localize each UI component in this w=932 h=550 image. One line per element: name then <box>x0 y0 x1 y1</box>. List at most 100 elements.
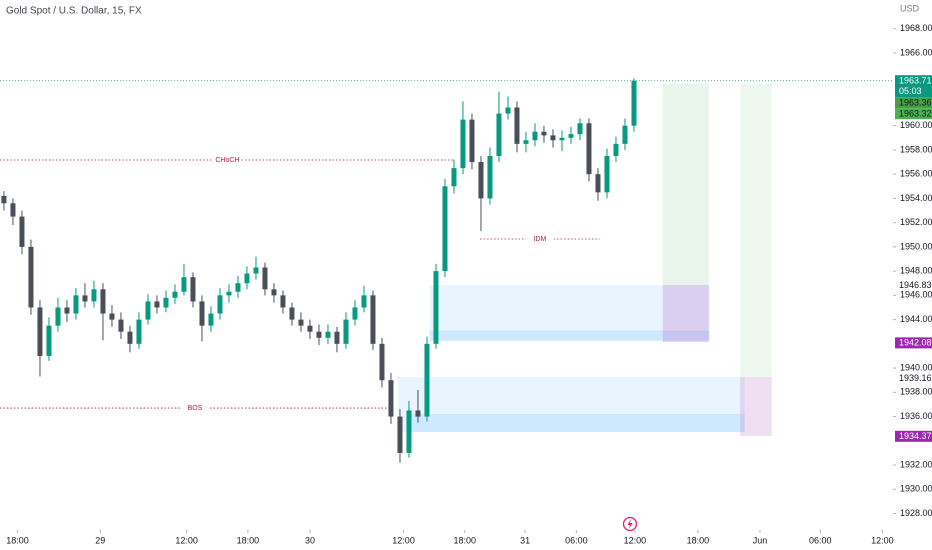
candle-body <box>289 307 295 320</box>
candle-body <box>163 297 169 308</box>
candle-body <box>343 319 349 344</box>
candle-body <box>568 134 574 138</box>
x-tick-label: 12:00 <box>175 535 198 545</box>
price-label-bg <box>895 430 932 442</box>
candle-body <box>478 162 484 199</box>
candle-body <box>37 307 43 356</box>
y-tick-label: 1968.00 <box>900 23 932 33</box>
x-tick-label: 12:00 <box>392 535 415 545</box>
candle-body <box>28 246 34 308</box>
candle-body <box>1 195 7 204</box>
x-tick-label: 18:00 <box>687 535 710 545</box>
candle-body <box>622 125 628 144</box>
zone <box>429 285 710 341</box>
candle-body <box>55 307 61 326</box>
candle-body <box>181 277 187 292</box>
x-tick-label: 30 <box>305 535 315 545</box>
candle-body <box>226 291 232 296</box>
zone <box>740 83 772 378</box>
candle-body <box>118 319 124 332</box>
candle-body <box>316 331 322 338</box>
candle-body <box>190 277 196 302</box>
candle-body <box>631 80 637 126</box>
y-tick-label: 1952.00 <box>900 217 932 227</box>
candle-body <box>523 140 529 144</box>
candle-body <box>541 131 547 136</box>
candle-body <box>280 295 286 308</box>
candle-body <box>334 331 340 344</box>
y-tick-label: 1948.00 <box>900 265 932 275</box>
candle-body <box>442 186 448 272</box>
candle-body <box>100 289 106 314</box>
zone <box>740 377 772 436</box>
y-tick-label: 1936.00 <box>900 411 932 421</box>
x-tick-label: 06:00 <box>809 535 832 545</box>
candle-body <box>253 267 259 274</box>
candle-body <box>559 137 565 141</box>
currency-label: USD <box>900 3 920 13</box>
price-label: 1946.83 <box>899 280 932 290</box>
candle-body <box>298 319 304 326</box>
candle-body <box>514 107 520 144</box>
candle-body <box>451 168 457 187</box>
candle-body <box>73 295 79 314</box>
candle-body <box>199 301 205 326</box>
candle-body <box>433 271 439 344</box>
candle-body <box>532 131 538 141</box>
candle-body <box>64 307 70 314</box>
level-label-bg <box>525 234 554 245</box>
x-tick-label: 18:00 <box>237 535 260 545</box>
candle-body <box>469 119 475 163</box>
level-label-bg <box>181 403 210 414</box>
price-label-bg <box>895 75 932 98</box>
y-tick-label: 1960.00 <box>900 120 932 130</box>
candle-body <box>406 410 412 453</box>
price-label-bg <box>895 279 932 291</box>
candle-body <box>46 325 52 356</box>
candle-body <box>19 216 25 247</box>
candle-body <box>235 283 241 292</box>
price-label: 1963.32 <box>899 108 932 118</box>
candle-body <box>271 289 277 296</box>
y-tick-label: 1954.00 <box>900 193 932 203</box>
candle-body <box>577 123 583 135</box>
y-tick-label: 1928.00 <box>900 508 932 518</box>
y-tick-label: 1946.00 <box>900 290 932 300</box>
level-label-bg <box>213 154 242 165</box>
candle-body <box>262 267 268 290</box>
candle-body <box>595 174 601 193</box>
y-tick-label: 1932.00 <box>900 459 932 469</box>
level-label: BOS <box>188 405 203 412</box>
price-label-note: 05:03 <box>899 86 922 96</box>
candle-body <box>424 343 430 417</box>
candle-body <box>613 143 619 156</box>
candle-body <box>10 203 16 217</box>
x-tick-label: 18:00 <box>454 535 477 545</box>
candle-body <box>91 289 97 302</box>
flash-icon[interactable] <box>622 516 638 532</box>
level-label: IDM <box>534 236 547 243</box>
chart-title: Gold Spot / U.S. Dollar, 15, FX <box>6 6 142 17</box>
zone <box>429 330 710 342</box>
candle-body <box>244 273 250 284</box>
candle-body <box>388 380 394 417</box>
x-tick-label: 31 <box>520 535 530 545</box>
candle-body <box>379 343 385 381</box>
y-tick-label: 1930.00 <box>900 484 932 494</box>
price-label-bg <box>895 108 932 120</box>
candle-body <box>109 313 115 320</box>
price-label: 1963.71 <box>899 75 932 85</box>
level-label: CHoCH <box>215 157 239 164</box>
zone <box>398 377 745 433</box>
x-tick-label: 18:00 <box>6 535 29 545</box>
x-tick-label: 12:00 <box>624 535 647 545</box>
zone <box>662 83 709 286</box>
candle-body <box>586 123 592 175</box>
price-label-bg <box>895 337 932 349</box>
price-label: 1934.37 <box>899 431 932 441</box>
candle-body <box>307 325 313 332</box>
candle-body <box>145 301 151 320</box>
candle-body <box>172 291 178 298</box>
